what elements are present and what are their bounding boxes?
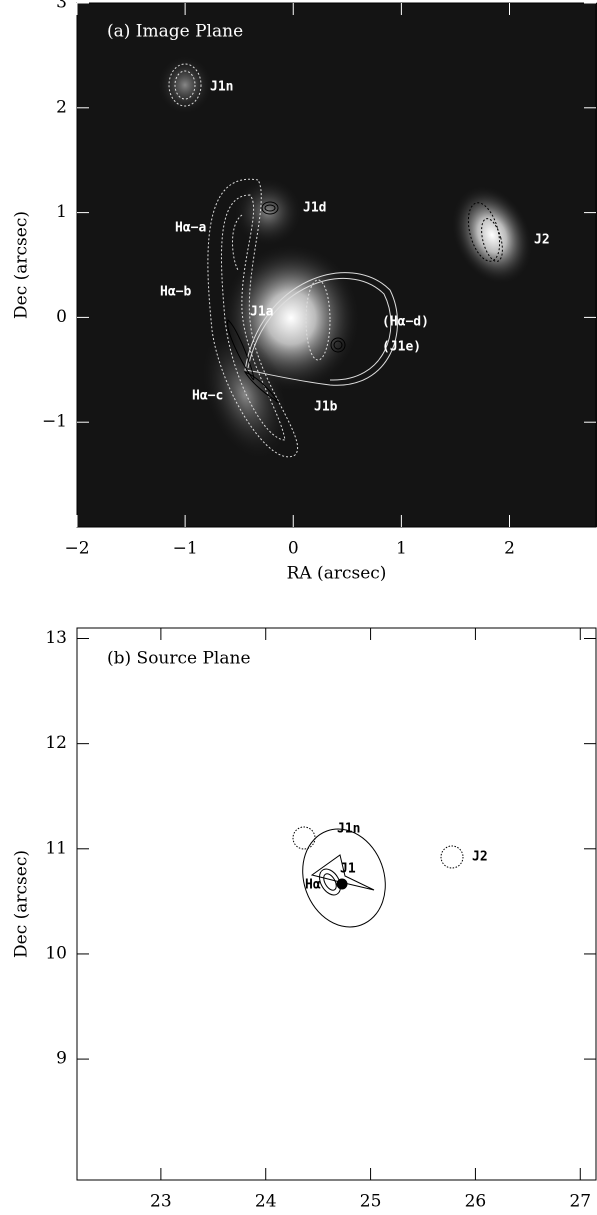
x-tick-label: 27	[569, 1192, 591, 1212]
y-tick-label: 0	[56, 307, 67, 327]
annotation: J2	[534, 233, 550, 248]
annotation: Hα−b	[160, 285, 191, 300]
x-tick-label: 0	[288, 539, 299, 559]
annotation: J1n	[337, 822, 360, 837]
annotation: J1	[340, 862, 356, 877]
x-tick-label: −2	[64, 539, 89, 559]
x-tick-label: 1	[396, 539, 407, 559]
y-tick-label: 9	[56, 1049, 67, 1069]
annotation: J1a	[250, 305, 274, 320]
x-tick-label: 25	[360, 1192, 382, 1212]
x-tick-label: 2	[504, 539, 515, 559]
x-tick-label: 23	[150, 1192, 172, 1212]
panel-title: (a) Image Plane	[107, 22, 243, 42]
source-plane-contours	[292, 826, 464, 928]
annotation: Hα	[305, 878, 321, 893]
annotation: (J1e)	[382, 340, 421, 355]
x-tick-label: 24	[255, 1192, 277, 1212]
y-tick-label: −1	[42, 412, 67, 432]
annotation: Hα−a	[175, 221, 206, 236]
y-tick-label: 2	[56, 97, 67, 117]
x-tick-label: −1	[173, 539, 198, 559]
y-axis-label: Dec (arcsec)	[12, 211, 32, 319]
y-tick-label: 12	[45, 733, 67, 753]
annotation: J2	[472, 850, 488, 865]
plot-frame	[76, 2, 597, 528]
image-plane-background	[77, 3, 597, 527]
annotation: (Hα−d)	[382, 315, 429, 330]
y-tick-label: 11	[45, 838, 67, 858]
annotation: J1d	[303, 201, 326, 216]
y-axis-label: Dec (arcsec)	[12, 850, 32, 958]
panel-title: (b) Source Plane	[107, 649, 251, 669]
y-tick-label: 3	[56, 0, 67, 13]
x-tick-label: 26	[465, 1192, 487, 1212]
x-axis-label: RA (arcsec)	[287, 564, 387, 584]
annotation: J1n	[210, 80, 233, 95]
y-tick-label: 1	[56, 202, 67, 222]
y-tick-label: 10	[45, 943, 67, 963]
annotation: J1b	[314, 400, 338, 415]
y-tick-label: 13	[45, 628, 67, 648]
plot-frame	[76, 627, 597, 1181]
annotation: Hα−c	[192, 389, 223, 404]
